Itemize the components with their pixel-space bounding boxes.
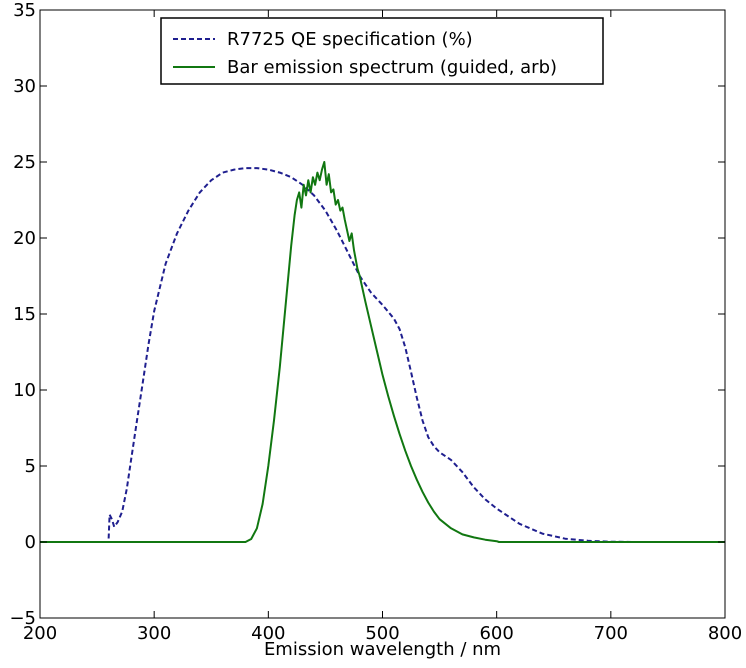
legend: R7725 QE specification (%) Bar emission …	[160, 17, 604, 85]
x-tick-label: 200	[23, 623, 57, 644]
legend-frame	[160, 17, 604, 85]
y-tick-label: 35	[13, 0, 36, 21]
y-tick-label: 0	[25, 532, 36, 553]
tick-layer: 200 300 400 500 600 700 800 −5 0 5 10 15 20 25 30 35	[9, 0, 742, 644]
series-layer	[40, 161, 725, 543]
plot-area	[40, 10, 725, 618]
y-tick-label: 30	[13, 76, 36, 97]
series-line-emission	[40, 161, 725, 543]
x-tick-label: 600	[479, 623, 513, 644]
y-tick-label: 15	[13, 304, 36, 325]
plot-frame	[39, 9, 726, 619]
x-axis-label: Emission wavelength / nm	[264, 639, 501, 660]
y-tick-label: −5	[9, 608, 36, 629]
x-tick-label: 500	[365, 623, 399, 644]
y-tick-label: 5	[25, 456, 36, 477]
x-tick-label: 700	[594, 623, 628, 644]
x-tick-label: 400	[251, 623, 285, 644]
x-tick-label: 300	[137, 623, 171, 644]
legend-label-emission: Bar emission spectrum (guided, arb)	[227, 57, 557, 78]
y-tick-label: 20	[13, 228, 36, 249]
series-line-qe	[40, 167, 725, 543]
x-tick-label: 800	[708, 623, 742, 644]
legend-label-qe: R7725 QE specification (%)	[227, 29, 473, 50]
y-tick-label: 10	[13, 380, 36, 401]
y-tick-label: 25	[13, 152, 36, 173]
